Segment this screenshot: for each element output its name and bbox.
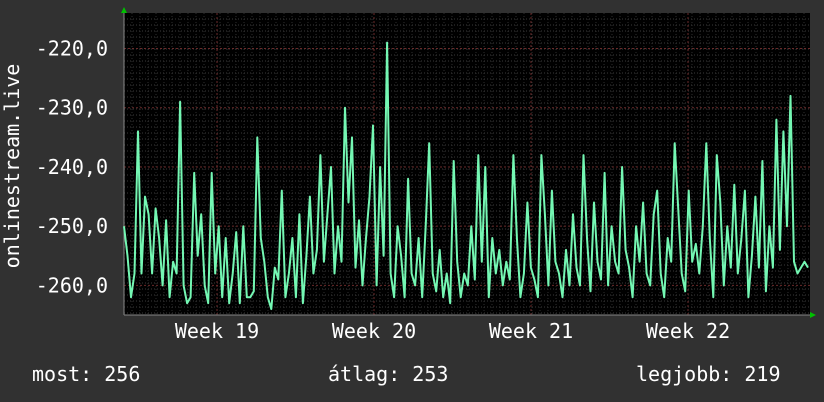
x-tick-label: Week 21: [489, 319, 573, 343]
y-axis-arrow-icon: [121, 7, 127, 13]
y-axis-label: onlinestream.live: [0, 64, 24, 269]
average-value: átlag: 253: [328, 362, 449, 386]
x-tick-label: Week 22: [646, 319, 730, 343]
x-tick-label: Week 19: [175, 319, 259, 343]
line-chart: -220,0-230,0-240,0-250,0-260,0 Week 19 We…: [0, 7, 816, 343]
y-tick-labels: -220,0 -230,0 -240,0 -250,0 -260,0: [36, 37, 108, 298]
y-tick-label: -220,0: [36, 37, 108, 61]
y-tick-label: -260,0: [36, 273, 108, 297]
x-tick-labels: Week 19 Week 20 Week 21 Week 22: [175, 319, 730, 343]
x-axis-arrow-icon: [810, 312, 816, 318]
y-tick-label: -250,0: [36, 214, 108, 238]
y-tick-label: -230,0: [36, 96, 108, 120]
y-tick-label: -240,0: [36, 155, 108, 179]
x-tick-label: Week 20: [332, 319, 416, 343]
series-line: [123, 41, 809, 311]
grid-lines: [123, 13, 810, 316]
current-value: most: 256: [32, 362, 141, 386]
best-value: legjobb: 219: [636, 362, 781, 386]
